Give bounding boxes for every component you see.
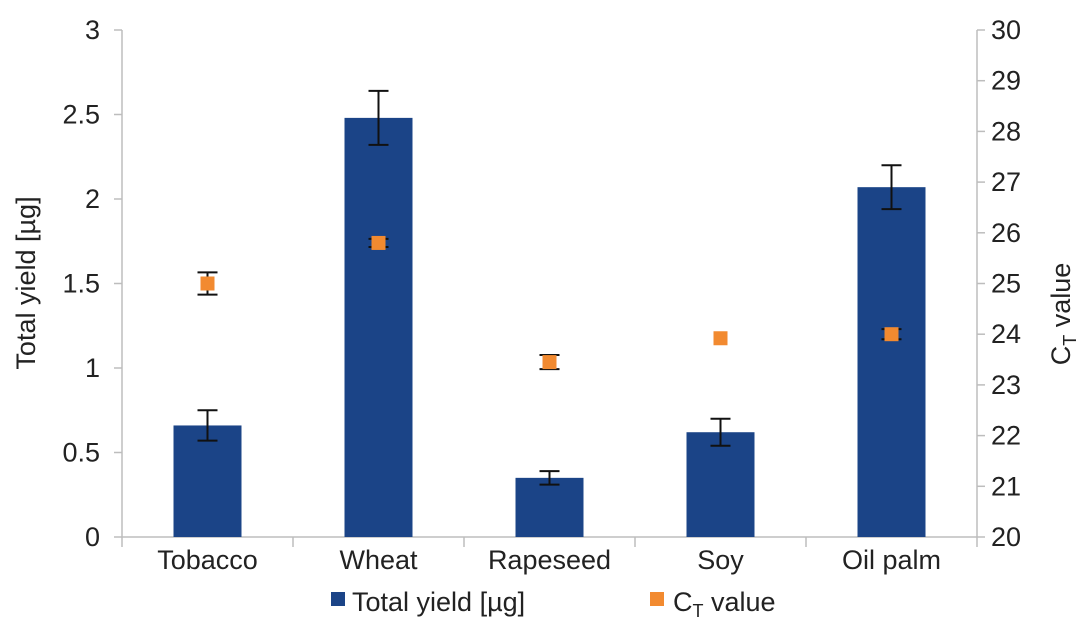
right-tick-label: 26	[991, 218, 1021, 248]
left-tick-label: 2.5	[62, 100, 100, 130]
ct-marker	[200, 276, 215, 291]
x-tick-label: Oil palm	[842, 545, 941, 575]
bar	[686, 432, 755, 537]
legend-ct-sub: T	[693, 601, 704, 621]
left-tick-label: 3	[85, 15, 100, 45]
right-axis-title-rest: value	[1046, 263, 1076, 335]
right-tick-label: 30	[991, 15, 1021, 45]
right-tick-label: 21	[991, 471, 1021, 501]
left-tick-label: 1.5	[62, 269, 100, 299]
bar-series	[173, 89, 926, 538]
legend-swatch-marker	[650, 592, 664, 606]
legend-swatch-bar	[331, 592, 345, 606]
right-tick-label: 23	[991, 370, 1021, 400]
left-tick-label: 0.5	[62, 438, 100, 468]
legend-ct-main: C	[673, 587, 693, 617]
left-tick-label: 0	[85, 522, 100, 552]
bar	[515, 477, 584, 537]
legend-label-total-yield: Total yield [µg]	[352, 587, 525, 617]
right-tick-label: 24	[991, 319, 1021, 349]
bar	[344, 117, 413, 537]
right-axis-title-sub: T	[1060, 335, 1080, 346]
left-axis: 0 0.5 1 1.5 2 2.5 3	[62, 15, 123, 552]
right-tick-label: 28	[991, 116, 1021, 146]
x-axis: Tobacco Wheat Rapeseed Soy Oil palm	[121, 536, 978, 575]
bar	[857, 187, 926, 538]
legend: Total yield [µg] CT value	[331, 587, 776, 621]
marker-series	[197, 235, 902, 371]
left-axis-title: Total yield [µg]	[11, 196, 41, 369]
bar	[173, 425, 242, 537]
x-tick-label: Tobacco	[157, 545, 258, 575]
right-tick-label: 25	[991, 269, 1021, 299]
ct-marker	[713, 331, 728, 346]
right-axis-title-main: C	[1046, 346, 1076, 366]
right-tick-label: 27	[991, 167, 1021, 197]
right-axis: 20 21 22 23 24 25 26 27 28 29 30	[976, 15, 1021, 552]
legend-label-ct-value: CT value	[673, 587, 776, 621]
left-tick-label: 2	[85, 184, 100, 214]
ct-marker	[542, 355, 557, 370]
ct-marker	[371, 235, 386, 250]
left-tick-label: 1	[85, 353, 100, 383]
right-tick-label: 29	[991, 66, 1021, 96]
right-tick-label: 22	[991, 421, 1021, 451]
right-tick-label: 20	[991, 522, 1021, 552]
x-tick-label: Wheat	[339, 545, 418, 575]
x-tick-label: Rapeseed	[488, 545, 611, 575]
right-axis-title: CT value	[1046, 263, 1080, 366]
x-tick-label: Soy	[697, 545, 744, 575]
legend-ct-rest: value	[704, 587, 776, 617]
ct-marker	[884, 327, 899, 342]
